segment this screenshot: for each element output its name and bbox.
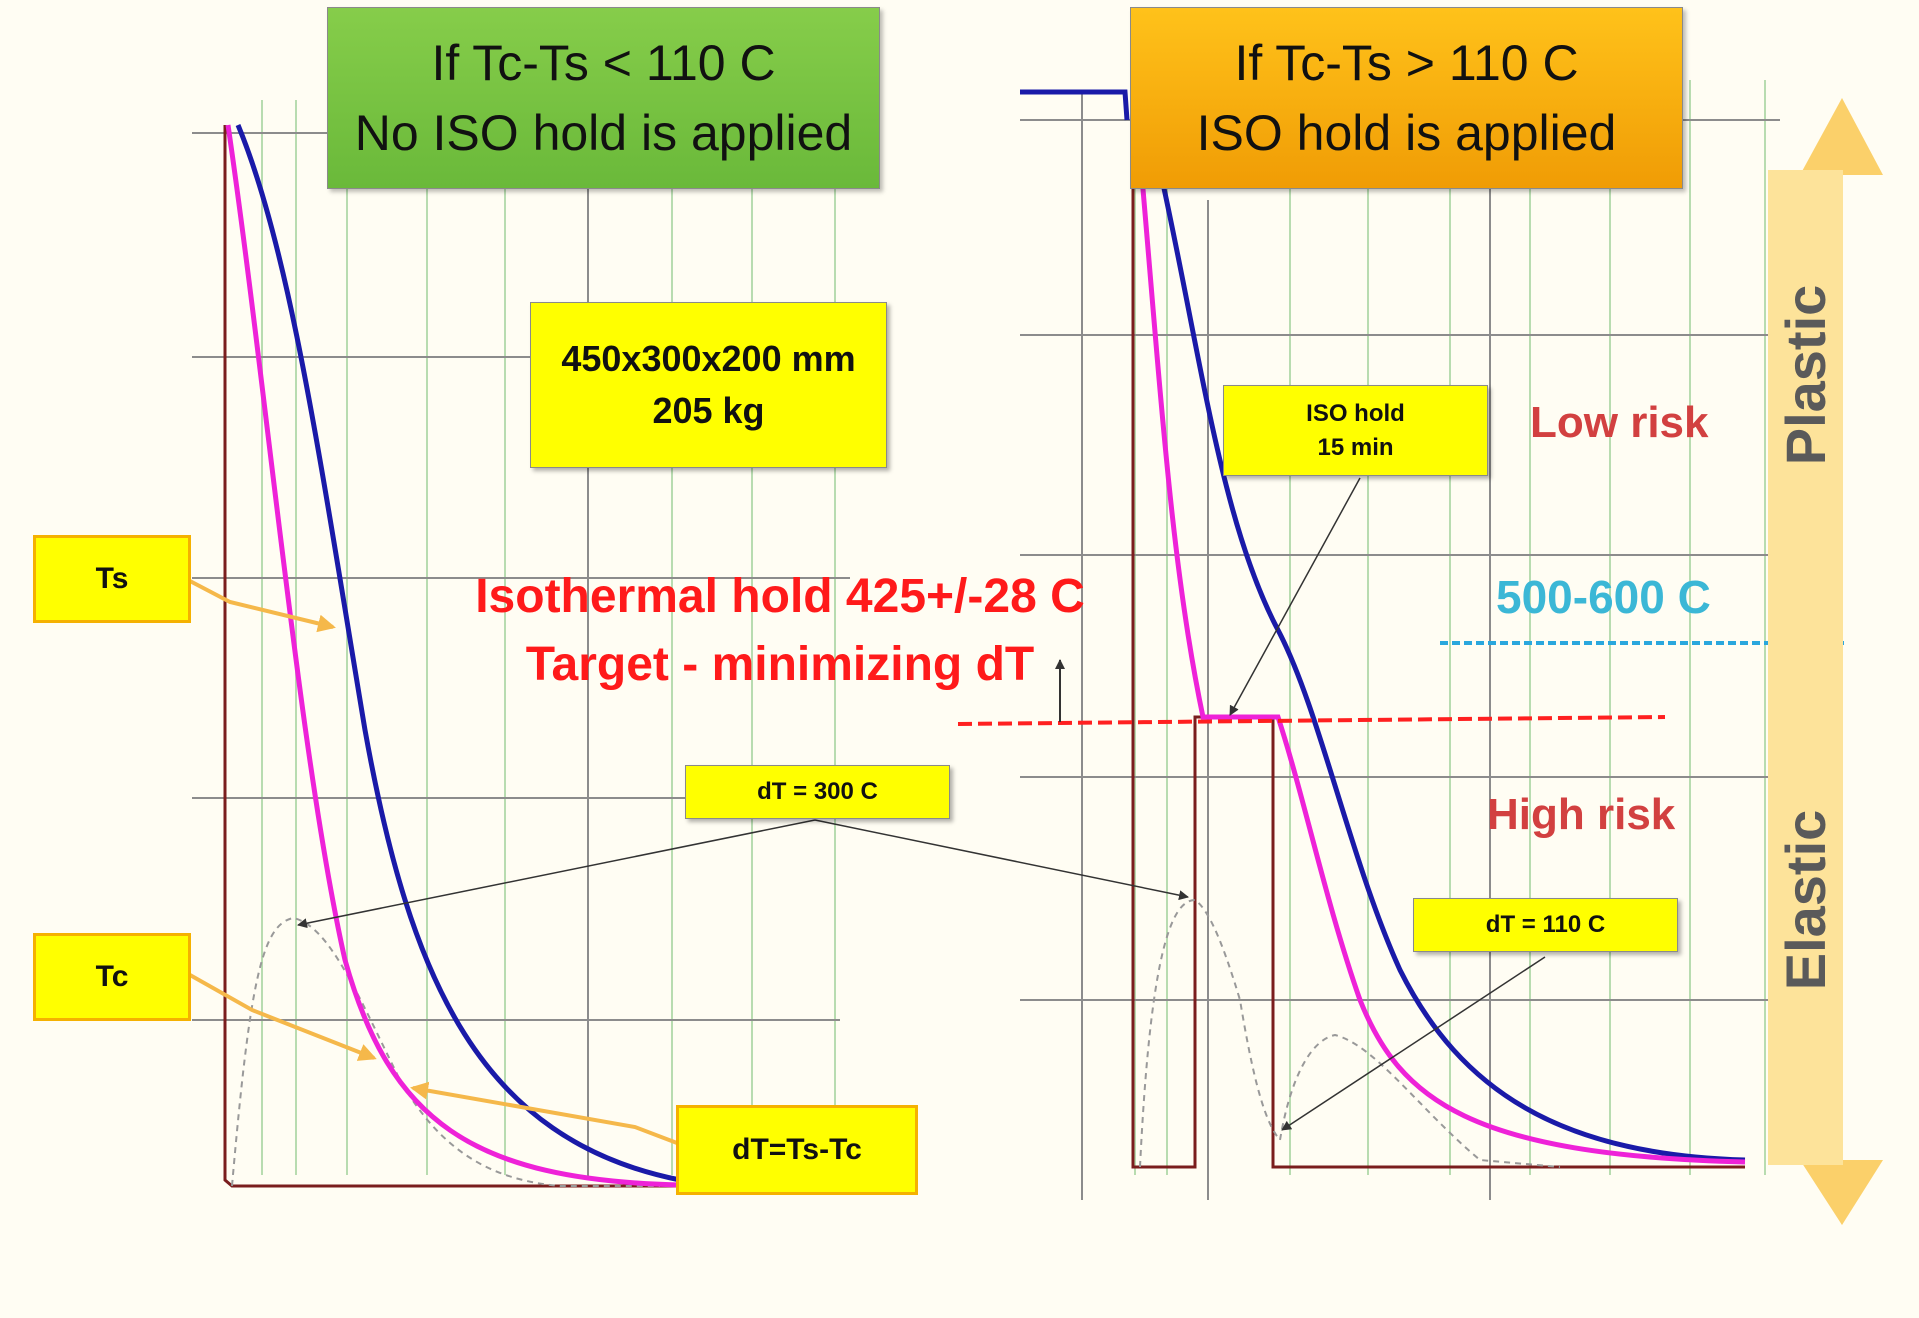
tc-label: Tc	[95, 960, 129, 993]
left-quench-step	[223, 125, 680, 1188]
iso-hold-note: ISO hold 15 min	[1223, 385, 1488, 476]
left-tc-curve	[225, 124, 681, 1188]
double-arrow-head-top	[1800, 98, 1883, 175]
callout-arrows	[297, 477, 1546, 1131]
left-dt-curve	[231, 916, 660, 1187]
label-arrows	[187, 578, 678, 1145]
elastic-label: Elastic	[1774, 809, 1837, 991]
target-text: Target - minimizing dT	[525, 638, 1035, 691]
low-risk-label: Low risk	[1530, 398, 1709, 447]
double-arrow-shaft	[1768, 170, 1843, 1165]
left-title-line2: No ISO hold is applied	[354, 105, 853, 161]
left-grid	[192, 100, 850, 1180]
right-grid	[1020, 80, 1780, 1200]
left-title-box: If Tc-Ts < 110 C No ISO hold is applied	[327, 7, 880, 189]
ts-label-box: Ts	[33, 535, 191, 623]
right-ts-curve	[1020, 89, 1746, 1163]
isothermal-hold-text: Isothermal hold 425+/-28 C	[475, 570, 1085, 623]
high-risk-label: High risk	[1487, 790, 1676, 839]
dt-definition: dT=Ts-Tc	[732, 1133, 862, 1166]
dt-definition-box: dT=Ts-Tc	[676, 1105, 918, 1195]
right-dt-curve	[1139, 898, 1561, 1168]
dimensions-line2: 205 kg	[652, 390, 765, 431]
dt-300-note: dT = 300 C	[685, 765, 950, 819]
isothermal-hold-line	[957, 715, 1666, 726]
tc-label-box: Tc	[33, 933, 191, 1021]
right-curves	[1020, 89, 1746, 1169]
iso-hold-line2: 15 min	[1317, 433, 1394, 461]
temp-range-label: 500-600 C	[1496, 571, 1711, 623]
double-arrow-head-bottom	[1800, 1160, 1883, 1225]
right-title-line2: ISO hold is applied	[1196, 105, 1617, 161]
plastic-label: Plastic	[1774, 284, 1837, 466]
left-title-line1: If Tc-Ts < 110 C	[431, 35, 776, 91]
right-title-line1: If Tc-Ts > 110 C	[1234, 35, 1579, 91]
right-quench-step	[1131, 92, 1745, 1169]
iso-hold-line1: ISO hold	[1306, 399, 1405, 427]
dimensions-note: 450x300x200 mm 205 kg	[530, 302, 887, 468]
dt-300-label: dT = 300 C	[757, 778, 878, 805]
right-tc-curve	[1134, 119, 1746, 1165]
dt-110-label: dT = 110 C	[1485, 911, 1606, 938]
dt-110-note: dT = 110 C	[1413, 898, 1678, 952]
left-curves	[223, 124, 681, 1188]
dimensions-line1: 450x300x200 mm	[561, 338, 856, 379]
right-title-box: If Tc-Ts > 110 C ISO hold is applied	[1130, 7, 1683, 189]
ts-label: Ts	[95, 562, 129, 595]
